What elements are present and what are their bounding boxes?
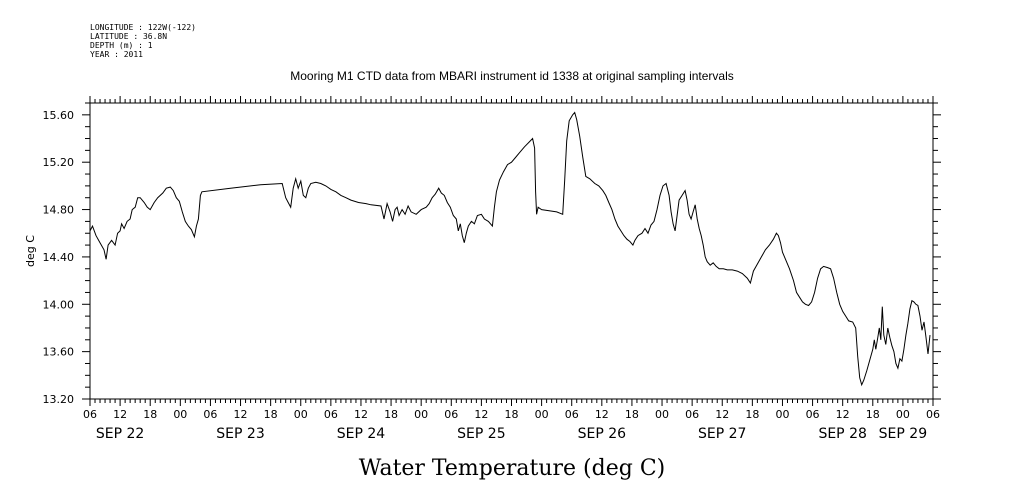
- x-tick-label: 18: [625, 408, 639, 421]
- x-tick-label: 12: [113, 408, 127, 421]
- x-day-label: SEP 24: [337, 426, 386, 442]
- x-tick-label: 18: [384, 408, 398, 421]
- x-tick-label: 00: [414, 408, 428, 421]
- x-tick-label: 00: [173, 408, 187, 421]
- latitude-label: LATITUDE : 36.8N: [90, 32, 168, 41]
- chart-title: Mooring M1 CTD data from MBARI instrumen…: [290, 69, 734, 83]
- x-tick-label: 18: [264, 408, 278, 421]
- x-tick-label: 06: [324, 408, 338, 421]
- x-tick-label: 18: [505, 408, 519, 421]
- year-label: YEAR : 2011: [90, 50, 143, 59]
- x-tick-label: 12: [474, 408, 488, 421]
- x-tick-label: 12: [234, 408, 248, 421]
- x-tick-label: 00: [535, 408, 549, 421]
- y-tick-label: 14.00: [43, 298, 75, 311]
- x-tick-label: 00: [294, 408, 308, 421]
- x-tick-label: 06: [565, 408, 579, 421]
- x-day-label: SEP 22: [96, 426, 144, 442]
- longitude-label: LONGITUDE : 122W(-122): [90, 23, 196, 32]
- x-tick-label: 06: [444, 408, 458, 421]
- x-tick-label: 12: [836, 408, 850, 421]
- x-axis-label: Water Temperature (deg C): [359, 456, 666, 481]
- x-tick-label: 00: [775, 408, 789, 421]
- y-axis-label: deg C: [24, 235, 37, 267]
- y-tick-label: 15.20: [43, 156, 75, 169]
- x-tick-label: 06: [806, 408, 820, 421]
- x-tick-label: 12: [354, 408, 368, 421]
- x-tick-label: 12: [715, 408, 729, 421]
- plot-frame: [89, 102, 934, 400]
- y-tick-label: 14.40: [43, 251, 75, 264]
- x-day-label: SEP 23: [216, 426, 264, 442]
- y-tick-label: 15.60: [43, 109, 75, 122]
- x-day-label: SEP 25: [457, 426, 505, 442]
- x-tick-label: 00: [655, 408, 669, 421]
- x-tick-label: 12: [595, 408, 609, 421]
- x-day-label: SEP 29: [879, 426, 927, 442]
- y-tick-label: 13.20: [43, 393, 75, 406]
- x-tick-label: 06: [926, 408, 940, 421]
- x-day-label: SEP 27: [698, 426, 746, 442]
- y-tick-label: 13.60: [43, 346, 75, 359]
- x-tick-label: 18: [745, 408, 759, 421]
- x-tick-label: 18: [866, 408, 880, 421]
- series-line-water-temperature: [89, 111, 931, 387]
- y-tick-label: 14.80: [43, 204, 75, 217]
- x-tick-label: 06: [203, 408, 217, 421]
- x-tick-label: 00: [896, 408, 910, 421]
- x-tick-label: 06: [83, 408, 97, 421]
- x-day-label: SEP 28: [818, 426, 866, 442]
- x-tick-label: 18: [143, 408, 157, 421]
- x-day-label: SEP 26: [578, 426, 627, 442]
- depth-label: DEPTH (m) : 1: [90, 41, 153, 50]
- x-tick-label: 06: [685, 408, 699, 421]
